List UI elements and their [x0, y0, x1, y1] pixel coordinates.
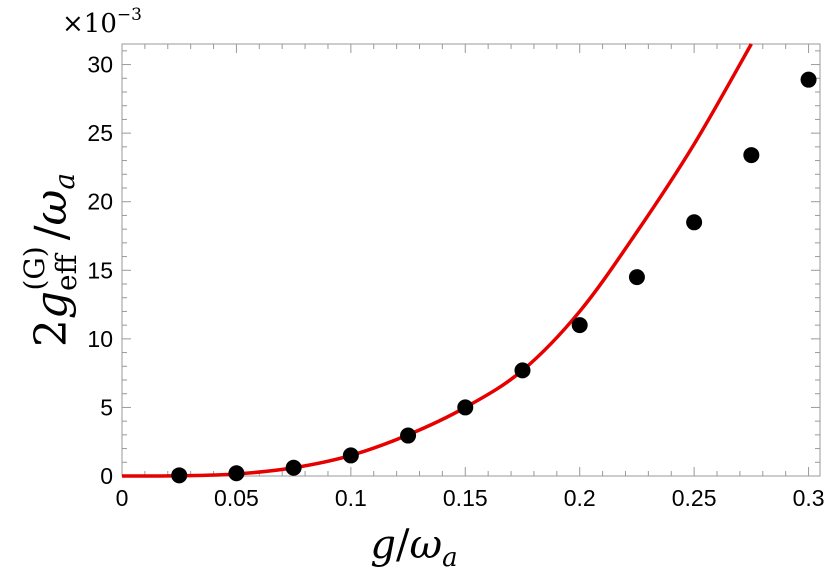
- series-scatter-points: [171, 71, 817, 484]
- y-tick-label: 0: [100, 463, 113, 489]
- y-tick-labels: 0 5 10 15 20 25 30: [87, 52, 113, 489]
- data-point: [686, 214, 703, 231]
- y-axis-label-sup: (G): [18, 246, 51, 290]
- y-multiplier: ×10−3: [62, 5, 142, 39]
- x-tick-label: 0.15: [443, 485, 488, 511]
- y-tick-label: 30: [87, 52, 113, 78]
- y-axis-label: 2geff(G) /ωa: [18, 173, 83, 347]
- x-axis-label-slash: /: [396, 522, 410, 568]
- y-axis-label-denom-sub: a: [48, 173, 81, 190]
- series-line-curve: [121, 43, 753, 478]
- data-point: [457, 399, 474, 416]
- y-axis-ticks: [122, 50, 820, 477]
- y-axis-label-sub: eff: [50, 252, 83, 291]
- x-axis-label: g/ωa: [370, 522, 457, 569]
- y-axis-label-coef: 2: [26, 319, 77, 347]
- y-tick-label: 25: [87, 120, 113, 146]
- x-tick-label: 0.05: [214, 485, 259, 511]
- data-point: [228, 465, 245, 482]
- x-axis-label-var: g: [370, 522, 396, 568]
- x-tick-labels: 0 0.05 0.1 0.15 0.2 0.25 0.3: [116, 485, 825, 511]
- y-axis-label-denom: ω: [26, 190, 77, 226]
- data-point: [628, 269, 645, 286]
- x-tick-label: 0.3: [793, 485, 825, 511]
- y-tick-label: 10: [87, 326, 113, 352]
- x-axis-label-denom-sub: a: [442, 543, 458, 569]
- data-point: [171, 467, 188, 484]
- y-tick-label: 5: [100, 394, 113, 420]
- data-point: [571, 317, 588, 334]
- x-axis-label-denom: ω: [409, 522, 442, 568]
- x-tick-label: 0: [116, 485, 129, 511]
- x-tick-label: 0.25: [672, 485, 717, 511]
- data-point: [800, 71, 817, 88]
- y-tick-label: 20: [87, 189, 113, 215]
- data-point: [743, 147, 760, 164]
- plot-frame: [121, 43, 821, 477]
- data-point: [400, 427, 417, 444]
- y-axis-label-var: g: [26, 291, 77, 319]
- data-point: [514, 362, 531, 379]
- y-multiplier-exp: −3: [117, 5, 142, 25]
- x-tick-label: 0.2: [564, 485, 596, 511]
- data-point: [285, 459, 302, 476]
- x-tick-label: 0.1: [335, 485, 367, 511]
- y-axis-label-slash: /: [26, 225, 77, 240]
- y-tick-label: 15: [87, 257, 113, 283]
- y-multiplier-base: ×10: [62, 9, 117, 39]
- data-point: [342, 447, 359, 464]
